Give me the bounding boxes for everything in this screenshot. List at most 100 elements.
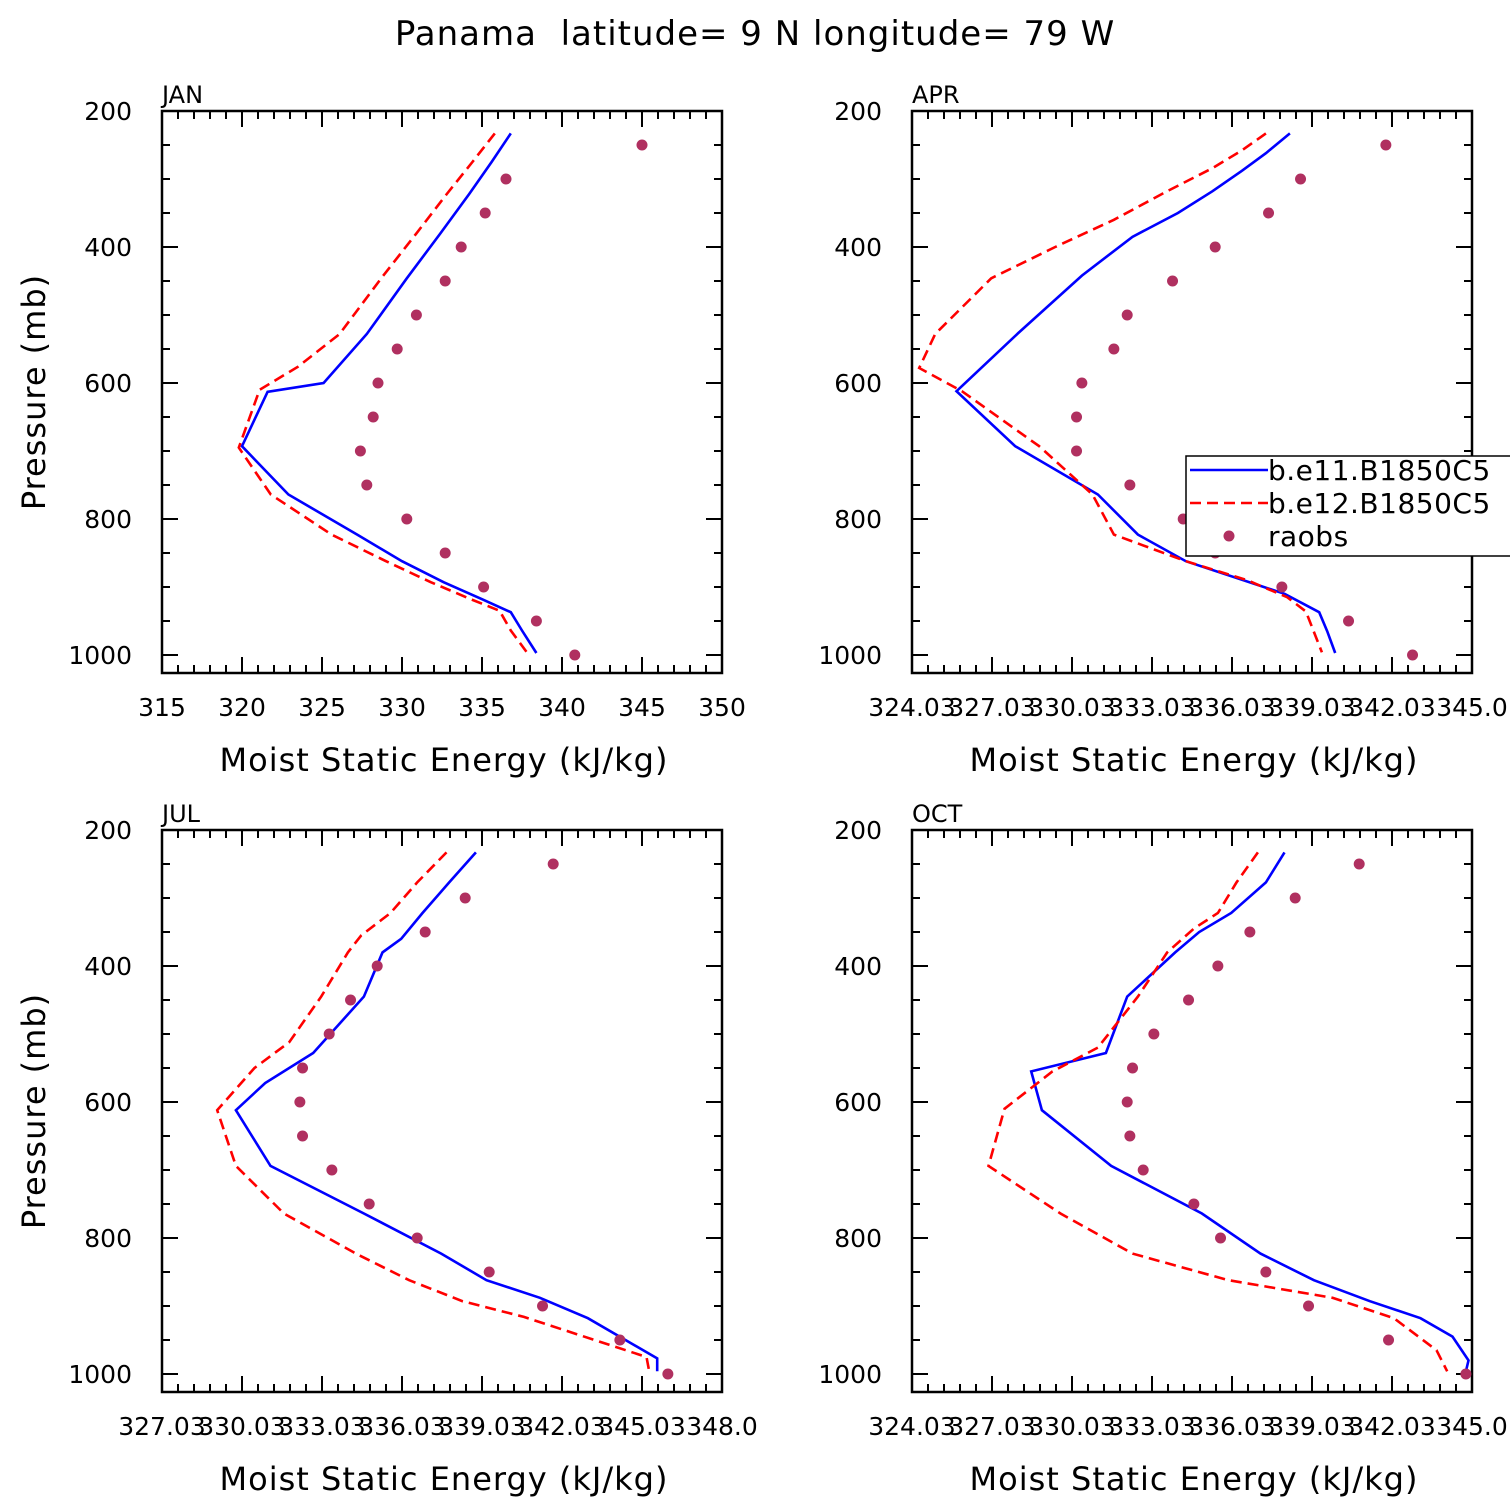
raobs-point xyxy=(439,275,451,287)
plot-frame xyxy=(910,828,1474,1394)
x-tick-label: 333.03 xyxy=(278,1412,365,1441)
y-tick-label: 400 xyxy=(84,233,132,262)
raobs-point xyxy=(411,1232,423,1244)
raobs-point xyxy=(569,649,581,661)
legend-raobs-symbol xyxy=(1223,530,1235,542)
raobs-point xyxy=(1260,1266,1272,1278)
x-tick-label: 325 xyxy=(298,693,346,722)
raobs-point xyxy=(1343,615,1355,627)
series-line-b-e11-b1850c5 xyxy=(234,851,659,1372)
raobs-point xyxy=(1353,858,1365,870)
raobs-point xyxy=(1383,1334,1395,1346)
raobs-point xyxy=(1263,207,1275,219)
y-axis-label: Pressure (mb) xyxy=(15,993,53,1229)
series-line-b-e12-b1850c5 xyxy=(237,132,528,654)
series-line-b-e11-b1850c5 xyxy=(954,132,1337,654)
panel-oct: OCT324.03327.03330.03333.03336.03339.033… xyxy=(818,800,1507,1498)
x-tick-label: 336.03 xyxy=(358,1412,445,1441)
figure-title: Panama latitude= 9 N longitude= 79 W xyxy=(395,14,1115,54)
raobs-point xyxy=(367,411,379,423)
y-tick-label: 800 xyxy=(834,505,882,534)
y-tick-label: 1000 xyxy=(68,1360,132,1389)
legend-entry-label: b.e11.B1850C5 xyxy=(1268,454,1491,487)
plot-area xyxy=(237,132,648,661)
raobs-point xyxy=(1124,479,1136,491)
raobs-point xyxy=(410,309,422,321)
raobs-point xyxy=(1124,1130,1136,1142)
x-tick-label: 327.03 xyxy=(948,1412,1035,1441)
x-axis-label: Moist Static Energy (kJ/kg) xyxy=(970,741,1419,779)
y-tick-label: 600 xyxy=(84,369,132,398)
raobs-point xyxy=(1188,1198,1200,1210)
y-tick-label: 400 xyxy=(84,952,132,981)
x-tick-label: 342.03 xyxy=(1348,693,1435,722)
raobs-point xyxy=(1460,1368,1472,1380)
raobs-point xyxy=(345,994,357,1006)
x-tick-label: 336.03 xyxy=(1188,1412,1275,1441)
raobs-point xyxy=(439,547,451,559)
y-tick-label: 400 xyxy=(834,233,882,262)
raobs-point xyxy=(1071,445,1083,457)
y-tick-label: 600 xyxy=(834,1088,882,1117)
raobs-point xyxy=(1303,1300,1315,1312)
y-tick-label: 200 xyxy=(834,97,882,126)
x-tick-label: 336.03 xyxy=(1188,693,1275,722)
raobs-point xyxy=(1121,309,1133,321)
x-tick-label: 327.03 xyxy=(118,1412,205,1441)
x-tick-label: 333.03 xyxy=(1108,693,1195,722)
legend-entry-label: raobs xyxy=(1268,520,1349,553)
raobs-point xyxy=(294,1096,306,1108)
raobs-point xyxy=(1209,241,1221,253)
plot-frame xyxy=(910,109,1474,675)
panel-title: JUL xyxy=(160,800,201,828)
raobs-point xyxy=(1244,926,1256,938)
raobs-point xyxy=(1121,1096,1133,1108)
raobs-point xyxy=(636,139,648,151)
panel-title: APR xyxy=(912,81,960,109)
raobs-point xyxy=(537,1300,549,1312)
x-tick-label: 345.03 xyxy=(598,1412,685,1441)
x-tick-label: 345.0 xyxy=(1436,1412,1508,1441)
raobs-point xyxy=(1167,275,1179,287)
series-line-b-e12-b1850c5 xyxy=(986,851,1449,1372)
raobs-point xyxy=(479,207,491,219)
legend-box xyxy=(1185,455,1510,557)
raobs-point xyxy=(1380,139,1392,151)
raobs-point xyxy=(662,1368,674,1380)
plot-area xyxy=(215,851,674,1380)
y-tick-label: 200 xyxy=(84,97,132,126)
raobs-point xyxy=(614,1334,626,1346)
raobs-point xyxy=(391,343,403,355)
y-tick-label: 200 xyxy=(834,816,882,845)
raobs-point xyxy=(1289,892,1301,904)
raobs-point xyxy=(530,615,542,627)
x-tick-label: 339.03 xyxy=(1268,1412,1355,1441)
raobs-point xyxy=(500,173,512,185)
series-line-b-e12-b1850c5 xyxy=(917,132,1324,653)
x-tick-label: 327.03 xyxy=(948,693,1035,722)
raobs-point xyxy=(354,445,366,457)
raobs-point xyxy=(459,892,471,904)
raobs-point xyxy=(1295,173,1307,185)
series-line-b-e11-b1850c5 xyxy=(240,132,538,654)
y-tick-label: 1000 xyxy=(818,1360,882,1389)
raobs-point xyxy=(323,1028,335,1040)
panel-apr: APR324.03327.03330.03333.03336.03339.033… xyxy=(818,81,1510,779)
y-tick-label: 600 xyxy=(84,1088,132,1117)
raobs-point xyxy=(483,1266,495,1278)
x-tick-label: 348.0 xyxy=(686,1412,758,1441)
raobs-point xyxy=(401,513,413,525)
raobs-point xyxy=(1148,1028,1160,1040)
x-tick-label: 345.0 xyxy=(1436,693,1508,722)
raobs-point xyxy=(326,1164,338,1176)
raobs-point xyxy=(419,926,431,938)
x-tick-label: 342.03 xyxy=(518,1412,605,1441)
x-tick-label: 324.03 xyxy=(868,693,955,722)
raobs-point xyxy=(1407,649,1419,661)
x-tick-label: 330 xyxy=(378,693,426,722)
x-tick-label: 330.03 xyxy=(198,1412,285,1441)
legend-entry-label: b.e12.B1850C5 xyxy=(1268,487,1491,520)
y-axis-label: Pressure (mb) xyxy=(15,274,53,510)
plot-frame xyxy=(160,828,724,1394)
